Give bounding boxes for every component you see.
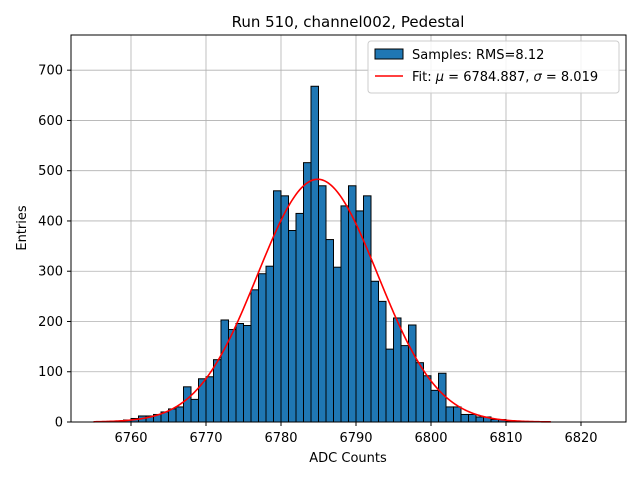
histogram-bars [100,85,537,423]
histogram-bar [408,324,417,423]
x-tick-label: 6820 [564,431,597,446]
histogram-bar [415,362,424,423]
legend-box [367,40,620,94]
x-tick-label: 6810 [489,431,522,446]
histogram-bar [295,212,304,423]
x-tick-label: 6770 [189,431,222,446]
histogram-bar [325,239,334,423]
y-tick-label: 0 [55,416,63,431]
histogram-bar [198,378,207,423]
legend-swatch-samples [374,48,404,60]
histogram-bar [250,289,259,423]
legend-label-samples: Samples: RMS=8.12 [412,48,544,63]
y-tick-label: 400 [38,214,63,229]
histogram-bar [205,376,214,423]
histogram-bar [400,345,409,423]
histogram-bar [393,317,402,423]
y-tick-label: 300 [38,265,63,280]
axes-frame [70,34,627,423]
histogram-bar [445,406,454,423]
legend: Samples: RMS=8.12 Fit: μ = 6784.887, σ =… [367,40,620,94]
histogram-bar [243,325,252,423]
y-tick-label: 600 [38,114,63,129]
histogram-bar [333,266,342,423]
histogram-bar [258,273,267,423]
histogram-bar [288,230,297,423]
histogram-bar [190,398,199,423]
histogram-bar [340,205,349,423]
x-tick-label: 6780 [264,431,297,446]
histogram-bar [303,162,312,423]
histogram-bar [460,413,469,423]
histogram-bar [438,372,447,423]
histogram-bar [310,85,319,423]
histogram-bar [385,348,394,423]
histogram-bar [265,265,274,423]
histogram-bar [370,280,379,423]
chart-title: Run 510, channel002, Pedestal [232,13,465,31]
y-tick-label: 100 [38,365,63,380]
histogram-bar [355,210,364,423]
histogram-bar [228,329,237,423]
histogram-bar [280,195,289,423]
y-tick-label: 500 [38,164,63,179]
y-axis-ticks: 0 100 200 300 400 500 600 700 [38,64,71,431]
histogram-bar [475,416,484,423]
histogram-bar [235,322,244,423]
histogram-bar [363,195,372,423]
fit-curve-group [93,178,552,423]
y-tick-label: 200 [38,315,63,330]
histogram-bar [468,413,477,423]
y-tick-label: 700 [38,64,63,79]
x-axis-label: ADC Counts [309,451,387,466]
histogram-bar [423,375,432,423]
histogram-bar [318,185,327,423]
histogram-bar [378,300,387,423]
histogram-bar [220,319,229,423]
histogram-bar [175,406,184,423]
histogram-bar [453,406,462,423]
histogram-bar [183,386,192,423]
histogram-bar [273,190,282,423]
y-axis-label: Entries [15,205,30,251]
x-tick-label: 6760 [114,431,147,446]
x-tick-label: 6790 [339,431,372,446]
histogram-bar [213,359,222,423]
histogram-bar [430,389,439,423]
x-tick-label: 6800 [414,431,447,446]
x-axis-ticks: 6760 6770 6780 6790 6800 6810 6820 [114,422,598,446]
fit-curve [93,178,552,423]
legend-label-fit: Fit: μ = 6784.887, σ = 8.019 [412,70,598,85]
grid-lines [71,35,626,423]
